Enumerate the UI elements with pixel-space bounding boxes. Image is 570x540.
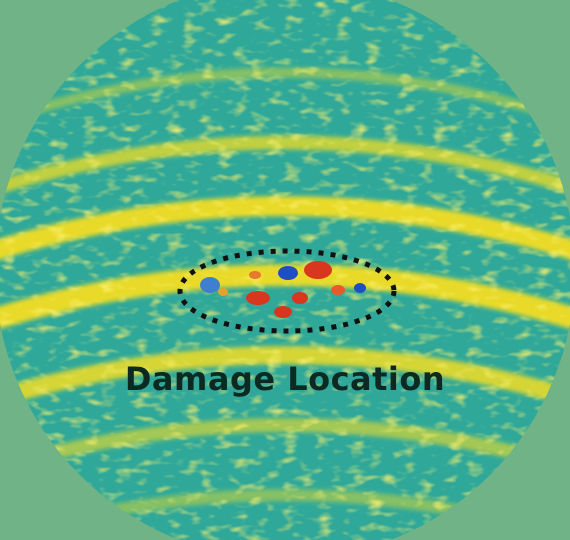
- damage-spot-high: [331, 285, 345, 295]
- damage-spot-low: [354, 283, 366, 293]
- damage-spot-high: [304, 261, 332, 279]
- damage-marker-ellipse: [177, 248, 397, 334]
- damage-spot-high: [218, 288, 228, 296]
- damage-spots: [200, 261, 366, 318]
- damage-spot-high: [246, 291, 270, 305]
- damage-spot-high: [292, 292, 308, 304]
- damage-spot-high: [249, 271, 261, 279]
- damage-location-label: Damage Location: [124, 360, 446, 398]
- damage-spot-low: [200, 277, 220, 293]
- damage-spot-low: [278, 266, 298, 280]
- damage-spot-high: [274, 306, 292, 318]
